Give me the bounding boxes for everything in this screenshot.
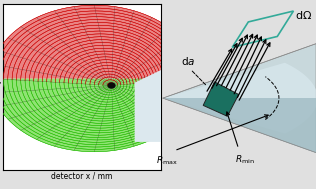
Text: $\mathrm{d}a$: $\mathrm{d}a$ — [181, 55, 195, 67]
Text: $\mathrm{d}\Omega$: $\mathrm{d}\Omega$ — [295, 9, 312, 21]
Y-axis label: detector y / mm: detector y / mm — [0, 56, 2, 118]
Polygon shape — [0, 5, 198, 78]
Text: $R_{\mathrm{min}}$: $R_{\mathrm{min}}$ — [235, 153, 255, 166]
Text: $R_{\mathrm{max}}$: $R_{\mathrm{max}}$ — [156, 154, 178, 167]
X-axis label: detector x / mm: detector x / mm — [52, 171, 113, 180]
Polygon shape — [163, 63, 316, 133]
Polygon shape — [163, 44, 316, 153]
Polygon shape — [0, 78, 198, 152]
Ellipse shape — [107, 82, 116, 89]
Polygon shape — [135, 64, 173, 142]
Polygon shape — [163, 98, 316, 153]
Polygon shape — [203, 82, 239, 116]
